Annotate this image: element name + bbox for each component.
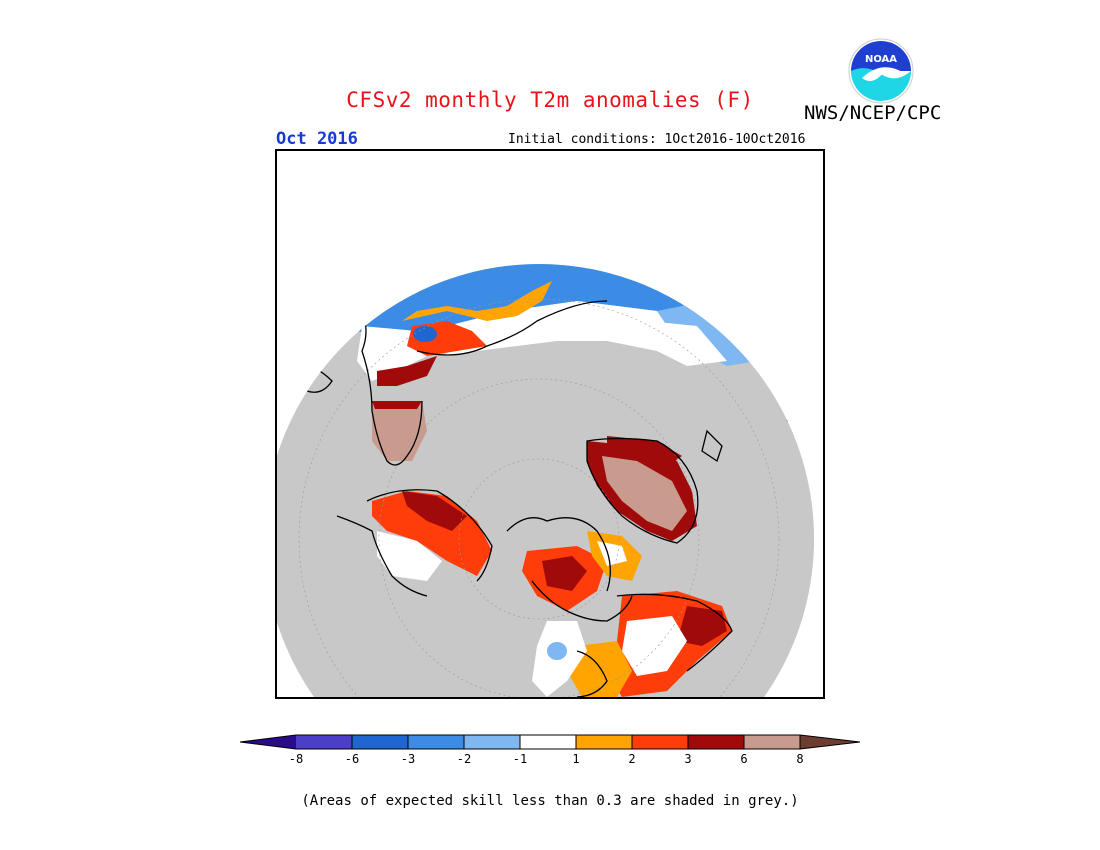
legend-swatch--8	[296, 735, 352, 749]
polar-map-canvas	[277, 151, 823, 697]
legend-swatch-2	[632, 735, 688, 749]
svg-text:NOAA: NOAA	[865, 54, 897, 65]
color-legend	[240, 734, 860, 750]
strong-warm-europe	[377, 356, 437, 386]
legend-swatch-1	[576, 735, 632, 749]
near-normal-band	[427, 301, 677, 356]
legend-swatch-below-8	[240, 735, 296, 749]
cold-anomaly-region	[317, 264, 767, 341]
legend-swatch-3	[688, 735, 744, 749]
skill-footnote: (Areas of expected skill less than 0.3 a…	[301, 793, 799, 809]
cold-spot	[413, 326, 437, 342]
legend-label: -6	[344, 752, 360, 766]
warm-streak-north	[402, 281, 552, 321]
alaska-warm	[372, 491, 492, 576]
map-title: CFSv2 monthly T2m anomalies (F)	[346, 88, 754, 112]
legend-label: 8	[796, 752, 804, 766]
initial-conditions: Initial conditions: 1Oct2016-10Oct2016	[508, 132, 806, 147]
legend-swatch--3	[408, 735, 464, 749]
agency-label: NWS/NCEP/CPC	[804, 102, 942, 124]
legend-label: -1	[512, 752, 528, 766]
legend-label: -2	[456, 752, 472, 766]
legend-swatch-6	[744, 735, 800, 749]
legend-swatch--2	[464, 735, 520, 749]
near-normal-east	[647, 321, 727, 366]
forecast-month: Oct 2016	[276, 129, 358, 149]
legend-label: 1	[572, 752, 580, 766]
legend-swatch--6	[352, 735, 408, 749]
legend-swatch-near-normal	[520, 735, 576, 749]
legend-label: 2	[628, 752, 636, 766]
polar-map	[275, 149, 825, 699]
legend-swatch-above-8	[800, 735, 860, 749]
legend-label: 6	[740, 752, 748, 766]
outside-domain	[277, 151, 823, 697]
legend-label: -3	[400, 752, 416, 766]
legend-label: 3	[684, 752, 692, 766]
legend-label: -8	[288, 752, 304, 766]
noaa-logo: NOAA	[848, 38, 914, 104]
